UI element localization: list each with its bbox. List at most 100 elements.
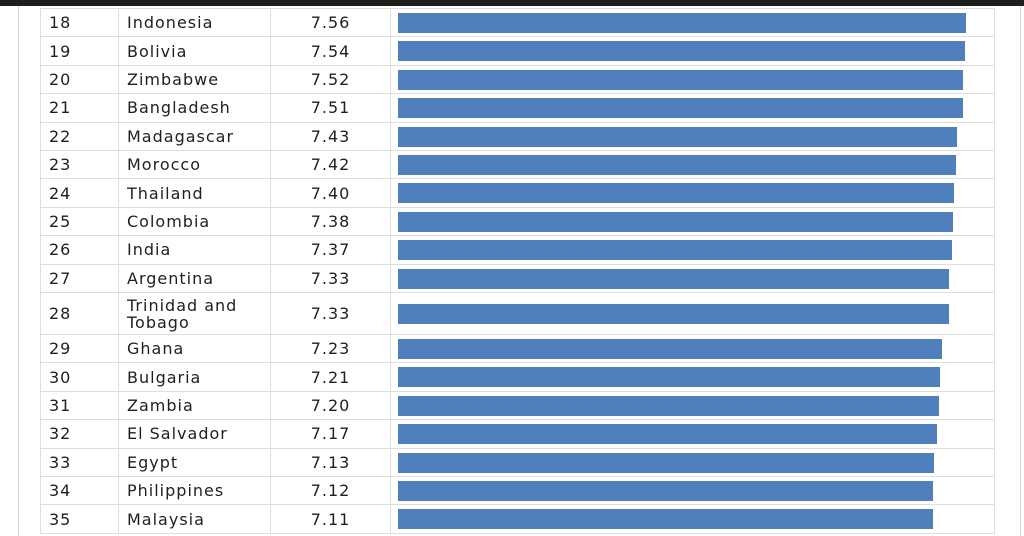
bar-cell [391, 391, 995, 421]
table-row: 35 Malaysia 7.11 [40, 505, 995, 534]
score-label: 7.54 [271, 37, 391, 66]
rank-cell: 20 [40, 65, 119, 95]
score-bar [398, 452, 934, 473]
score-bar [398, 69, 963, 90]
table-row: 20 Zimbabwe 7.52 [40, 65, 995, 95]
score-bar [398, 98, 963, 119]
rank-cell: 34 [40, 477, 119, 506]
bar-cell [391, 363, 995, 392]
score-label: 7.40 [271, 179, 391, 208]
table-row: 24 Thailand 7.40 [40, 179, 995, 208]
table-row: 29 Ghana 7.23 [40, 335, 995, 364]
score-label: 7.17 [271, 420, 391, 449]
table-row: 23 Morocco 7.42 [40, 151, 995, 180]
country-label: Trinidad and Tobago [119, 293, 271, 335]
rank-cell: 28 [40, 293, 119, 335]
score-label: 7.33 [271, 293, 391, 335]
rank-cell: 26 [40, 236, 119, 265]
rank-cell: 32 [40, 420, 119, 449]
bar-cell [391, 293, 995, 335]
table-row: 21 Bangladesh 7.51 [40, 94, 995, 123]
rank-cell: 23 [40, 151, 119, 180]
country-label: Ghana [119, 335, 271, 364]
table-row: 34 Philippines 7.12 [40, 477, 995, 506]
country-label: Argentina [119, 264, 271, 293]
bar-cell [391, 151, 995, 180]
score-bar [398, 304, 949, 324]
score-bar [398, 211, 953, 232]
country-label: Colombia [119, 207, 271, 237]
score-bar [398, 395, 939, 416]
country-label: Madagascar [119, 122, 271, 151]
table-row: 27 Argentina 7.33 [40, 264, 995, 293]
table-row: 26 India 7.37 [40, 236, 995, 265]
score-bar [398, 367, 940, 388]
score-label: 7.11 [271, 505, 391, 534]
bar-cell [391, 420, 995, 449]
bar-cell [391, 94, 995, 123]
bar-cell [391, 9, 995, 38]
score-label: 7.51 [271, 94, 391, 123]
score-bar [398, 155, 956, 175]
score-label: 7.52 [271, 65, 391, 95]
table-row: 31 Zambia 7.20 [40, 391, 995, 421]
country-label: Bangladesh [119, 94, 271, 123]
score-label: 7.56 [271, 9, 391, 38]
rank-cell: 24 [40, 179, 119, 208]
bar-cell [391, 448, 995, 477]
bar-cell [391, 505, 995, 534]
bar-cell [391, 122, 995, 151]
rank-cell: 33 [40, 448, 119, 477]
country-label: Bulgaria [119, 363, 271, 392]
bar-cell [391, 179, 995, 208]
rank-cell: 27 [40, 264, 119, 293]
score-bar [398, 481, 933, 501]
country-label: Bolivia [119, 37, 271, 66]
rank-cell: 22 [40, 122, 119, 151]
table-row: 22 Madagascar 7.43 [40, 122, 995, 151]
score-bar [398, 41, 965, 62]
score-bar [398, 339, 942, 359]
table-row: 32 El Salvador 7.17 [40, 420, 995, 449]
rank-cell: 21 [40, 94, 119, 123]
score-label: 7.42 [271, 151, 391, 180]
score-bar [398, 424, 937, 445]
score-label: 7.12 [271, 477, 391, 506]
score-bar [398, 13, 966, 33]
rank-cell: 19 [40, 37, 119, 66]
score-bar [398, 126, 957, 147]
bar-cell [391, 264, 995, 293]
bar-cell [391, 236, 995, 265]
country-label: Morocco [119, 151, 271, 180]
bar-cell [391, 207, 995, 237]
score-label: 7.23 [271, 335, 391, 364]
rank-cell: 30 [40, 363, 119, 392]
score-bar [398, 509, 933, 530]
country-label: Egypt [119, 448, 271, 477]
country-label: India [119, 236, 271, 265]
table-row: 33 Egypt 7.13 [40, 448, 995, 477]
bar-cell [391, 335, 995, 364]
country-label: El Salvador [119, 420, 271, 449]
score-label: 7.43 [271, 122, 391, 151]
score-bar [398, 183, 954, 204]
table-row: 30 Bulgaria 7.21 [40, 363, 995, 392]
score-label: 7.37 [271, 236, 391, 265]
score-label: 7.13 [271, 448, 391, 477]
ranking-table: 18 Indonesia 7.56 19 Bolivia 7.54 20 Zimbabwe 7.… [40, 8, 995, 534]
score-bar [398, 268, 949, 289]
table-row: 28 Trinidad and Tobago 7.33 [40, 293, 995, 335]
country-label: Thailand [119, 179, 271, 208]
score-bar [398, 240, 952, 261]
country-label: Philippines [119, 477, 271, 506]
bar-cell [391, 37, 995, 66]
rank-cell: 29 [40, 335, 119, 364]
country-label: Zimbabwe [119, 65, 271, 95]
top-dark-strip [0, 0, 1024, 6]
country-label: Indonesia [119, 9, 271, 38]
bar-cell [391, 65, 995, 95]
score-label: 7.33 [271, 264, 391, 293]
rank-cell: 25 [40, 207, 119, 237]
table-row: 25 Colombia 7.38 [40, 207, 995, 237]
country-label: Malaysia [119, 505, 271, 534]
